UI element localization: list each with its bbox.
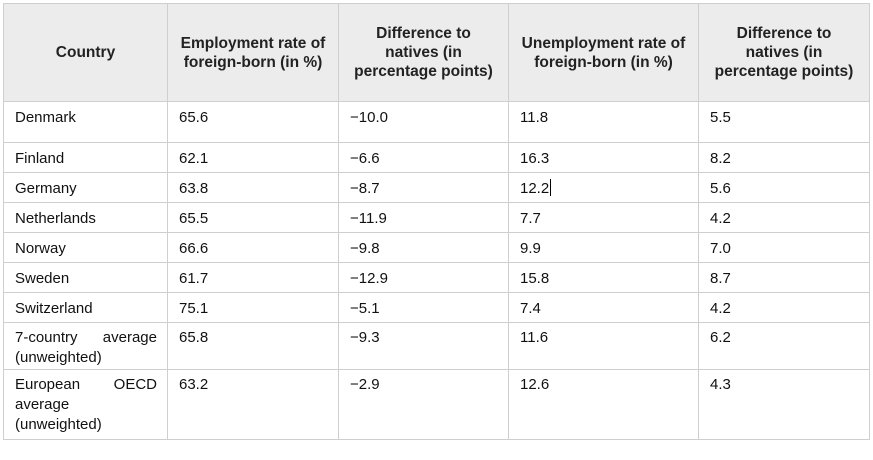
employment-rate-cell: 61.7	[167, 262, 339, 293]
employment-rate-cell: 65.8	[167, 322, 339, 370]
country-cell: Switzerland	[3, 292, 168, 323]
employment-rate-cell: 66.6	[167, 232, 339, 263]
unemployment-diff-cell: 8.7	[698, 262, 870, 293]
country-cell: Sweden	[3, 262, 168, 293]
employment-rate-cell: 63.2	[167, 369, 339, 440]
table-row: Finland 62.1 −6.6 16.3 8.2	[3, 142, 870, 173]
table-row: Germany 63.8 −8.7 12.2 5.6	[3, 172, 870, 203]
unemployment-diff-cell: 6.2	[698, 322, 870, 370]
header-unemployment-rate: Unemployment rate of foreign-born (in %)	[508, 3, 699, 102]
unemployment-diff-cell: 4.2	[698, 202, 870, 233]
unemployment-rate-value: 12.2	[520, 180, 550, 197]
employment-table: Country Employment rate of foreign-born …	[3, 3, 870, 440]
employment-rate-cell: 65.6	[167, 101, 339, 143]
unemployment-rate-cell: 7.4	[508, 292, 699, 323]
country-cell: European OECD average (unweighted)	[3, 369, 168, 440]
unemployment-diff-cell: 4.2	[698, 292, 870, 323]
header-unemployment-diff: Difference to natives (in percentage poi…	[698, 3, 870, 102]
table-row: Sweden 61.7 −12.9 15.8 8.7	[3, 262, 870, 293]
unemployment-rate-cell: 9.9	[508, 232, 699, 263]
country-cell: Germany	[3, 172, 168, 203]
header-employment-diff: Difference to natives (in percentage poi…	[338, 3, 509, 102]
unemployment-rate-cell: 7.7	[508, 202, 699, 233]
unemployment-rate-cell: 16.3	[508, 142, 699, 173]
text-cursor	[550, 179, 552, 196]
unemployment-diff-cell: 5.6	[698, 172, 870, 203]
header-country: Country	[3, 3, 168, 102]
unemployment-diff-cell: 8.2	[698, 142, 870, 173]
employment-diff-cell: −10.0	[338, 101, 509, 143]
unemployment-diff-cell: 7.0	[698, 232, 870, 263]
header-row: Country Employment rate of foreign-born …	[3, 3, 870, 102]
country-cell: Netherlands	[3, 202, 168, 233]
unemployment-diff-cell: 4.3	[698, 369, 870, 440]
unemployment-rate-cell: 15.8	[508, 262, 699, 293]
employment-diff-cell: −9.3	[338, 322, 509, 370]
country-cell: Norway	[3, 232, 168, 263]
unemployment-rate-cell: 11.8	[508, 101, 699, 143]
employment-diff-cell: −2.9	[338, 369, 509, 440]
table-row: Netherlands 65.5 −11.9 7.7 4.2	[3, 202, 870, 233]
table-row: Switzerland 75.1 −5.1 7.4 4.2	[3, 292, 870, 323]
employment-diff-cell: −5.1	[338, 292, 509, 323]
country-cell: 7-country average (unweighted)	[3, 322, 168, 370]
table-row: 7-country average (unweighted) 65.8 −9.3…	[3, 322, 870, 370]
employment-diff-cell: −9.8	[338, 232, 509, 263]
employment-rate-cell: 62.1	[167, 142, 339, 173]
table-row: European OECD average (unweighted) 63.2 …	[3, 369, 870, 440]
header-employment-rate: Employment rate of foreign-born (in %)	[167, 3, 339, 102]
table-row: Denmark 65.6 −10.0 11.8 5.5	[3, 101, 870, 143]
country-cell: Finland	[3, 142, 168, 173]
unemployment-rate-cell-editing[interactable]: 12.2	[508, 172, 699, 203]
employment-rate-cell: 63.8	[167, 172, 339, 203]
employment-rate-cell: 75.1	[167, 292, 339, 323]
employment-diff-cell: −8.7	[338, 172, 509, 203]
country-cell: Denmark	[3, 101, 168, 143]
table-row: Norway 66.6 −9.8 9.9 7.0	[3, 232, 870, 263]
data-table-container: Country Employment rate of foreign-born …	[3, 3, 870, 440]
unemployment-rate-cell: 11.6	[508, 322, 699, 370]
employment-diff-cell: −12.9	[338, 262, 509, 293]
unemployment-diff-cell: 5.5	[698, 101, 870, 143]
unemployment-rate-cell: 12.6	[508, 369, 699, 440]
employment-diff-cell: −6.6	[338, 142, 509, 173]
employment-diff-cell: −11.9	[338, 202, 509, 233]
employment-rate-cell: 65.5	[167, 202, 339, 233]
